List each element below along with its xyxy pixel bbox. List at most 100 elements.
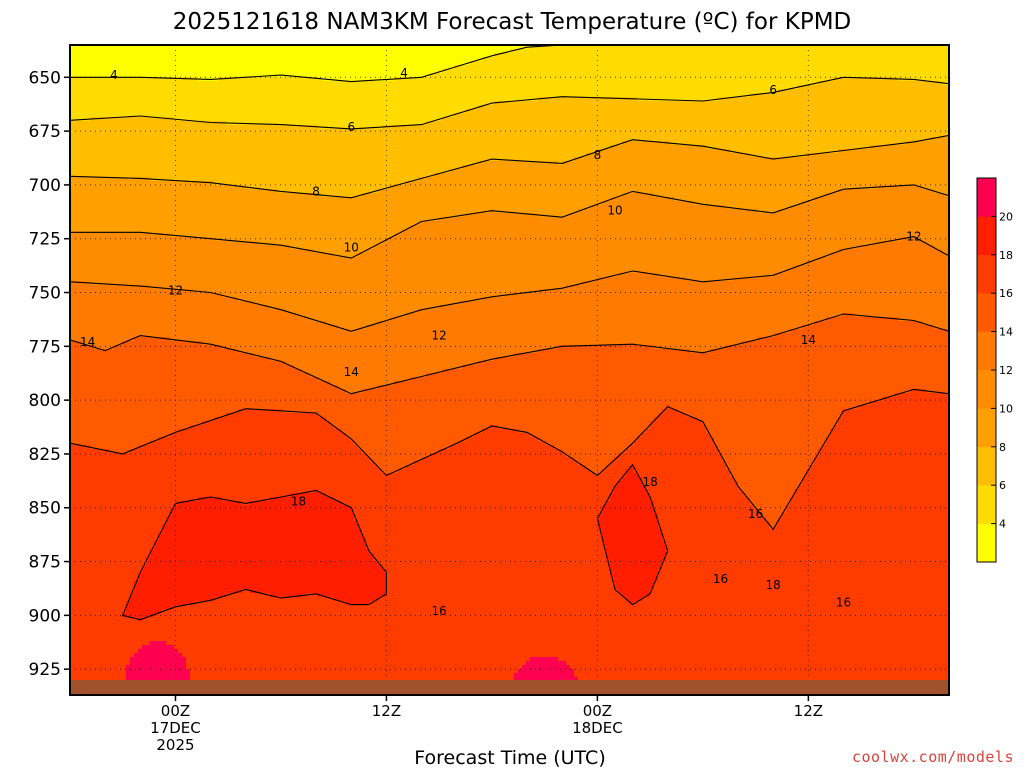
field-cell bbox=[178, 645, 183, 650]
field-cell bbox=[170, 289, 175, 294]
field-cell bbox=[98, 93, 103, 98]
field-cell bbox=[82, 405, 87, 410]
field-cell bbox=[118, 381, 123, 386]
field-cell bbox=[98, 97, 103, 102]
field-cell bbox=[118, 165, 123, 170]
field-cell bbox=[122, 637, 127, 642]
field-cell bbox=[150, 545, 155, 550]
field-cell bbox=[182, 301, 187, 306]
field-cell bbox=[98, 425, 103, 430]
field-cell bbox=[90, 133, 95, 138]
field-cell bbox=[122, 313, 127, 318]
field-cell bbox=[82, 245, 87, 250]
field-cell bbox=[122, 385, 127, 390]
field-cell bbox=[102, 337, 107, 342]
field-cell bbox=[146, 637, 151, 642]
field-cell bbox=[182, 513, 187, 518]
field-cell bbox=[114, 189, 119, 194]
field-cell bbox=[158, 97, 163, 102]
field-cell bbox=[98, 393, 103, 398]
field-cell bbox=[70, 349, 75, 354]
field-cell bbox=[94, 241, 99, 246]
field-cell bbox=[158, 341, 163, 346]
field-cell bbox=[154, 609, 159, 614]
field-cell bbox=[162, 233, 167, 238]
field-cell bbox=[190, 157, 195, 162]
field-cell bbox=[86, 245, 91, 250]
field-cell bbox=[122, 257, 127, 262]
field-cell bbox=[74, 581, 79, 586]
field-cell bbox=[102, 665, 107, 670]
field-cell bbox=[134, 193, 139, 198]
field-cell bbox=[114, 217, 119, 222]
field-cell bbox=[110, 61, 115, 66]
field-cell bbox=[170, 421, 175, 426]
field-cell bbox=[122, 213, 127, 218]
field-cell bbox=[102, 661, 107, 666]
field-cell bbox=[114, 297, 119, 302]
field-cell bbox=[130, 553, 135, 558]
field-cell bbox=[114, 445, 119, 450]
field-cell bbox=[98, 333, 103, 338]
field-cell bbox=[114, 609, 119, 614]
field-cell bbox=[90, 97, 95, 102]
field-cell bbox=[170, 621, 175, 626]
field-cell bbox=[106, 457, 111, 462]
field-cell bbox=[86, 617, 91, 622]
field-cell bbox=[74, 601, 79, 606]
field-cell bbox=[186, 549, 191, 554]
field-cell bbox=[86, 53, 91, 58]
field-cell bbox=[102, 97, 107, 102]
field-cell bbox=[182, 397, 187, 402]
field-cell bbox=[174, 89, 179, 94]
field-cell bbox=[138, 245, 143, 250]
field-cell bbox=[78, 325, 83, 330]
field-cell bbox=[110, 197, 115, 202]
field-cell bbox=[70, 321, 75, 326]
field-cell bbox=[130, 573, 135, 578]
field-cell bbox=[78, 281, 83, 286]
field-cell bbox=[182, 265, 187, 270]
field-cell bbox=[78, 137, 83, 142]
field-cell bbox=[110, 361, 115, 366]
field-cell bbox=[110, 245, 115, 250]
field-cell bbox=[134, 253, 139, 258]
field-cell bbox=[102, 129, 107, 134]
field-cell bbox=[174, 81, 179, 86]
field-cell bbox=[130, 93, 135, 98]
field-cell bbox=[90, 497, 95, 502]
field-cell bbox=[182, 521, 187, 526]
field-cell bbox=[134, 673, 139, 678]
field-cell bbox=[118, 333, 123, 338]
field-cell bbox=[174, 645, 179, 650]
field-cell bbox=[158, 349, 163, 354]
field-cell bbox=[82, 253, 87, 258]
field-cell bbox=[158, 665, 163, 670]
field-cell bbox=[146, 653, 151, 658]
field-cell bbox=[78, 357, 83, 362]
field-cell bbox=[150, 357, 155, 362]
field-cell bbox=[114, 461, 119, 466]
field-cell bbox=[150, 213, 155, 218]
field-cell bbox=[154, 573, 159, 578]
field-cell bbox=[166, 461, 171, 466]
field-cell bbox=[142, 537, 147, 542]
field-cell bbox=[158, 649, 163, 654]
field-cell bbox=[162, 493, 167, 498]
field-cell bbox=[170, 393, 175, 398]
field-cell bbox=[146, 149, 151, 154]
field-cell bbox=[70, 97, 75, 102]
field-cell bbox=[70, 409, 75, 414]
field-cell bbox=[142, 141, 147, 146]
field-cell bbox=[142, 349, 147, 354]
field-cell bbox=[154, 309, 159, 314]
field-cell bbox=[90, 373, 95, 378]
field-cell bbox=[158, 413, 163, 418]
field-cell bbox=[126, 393, 131, 398]
field-cell bbox=[170, 637, 175, 642]
field-cell bbox=[150, 597, 155, 602]
field-cell bbox=[70, 509, 75, 514]
field-cell bbox=[166, 453, 171, 458]
field-cell bbox=[106, 433, 111, 438]
field-cell bbox=[158, 673, 163, 678]
